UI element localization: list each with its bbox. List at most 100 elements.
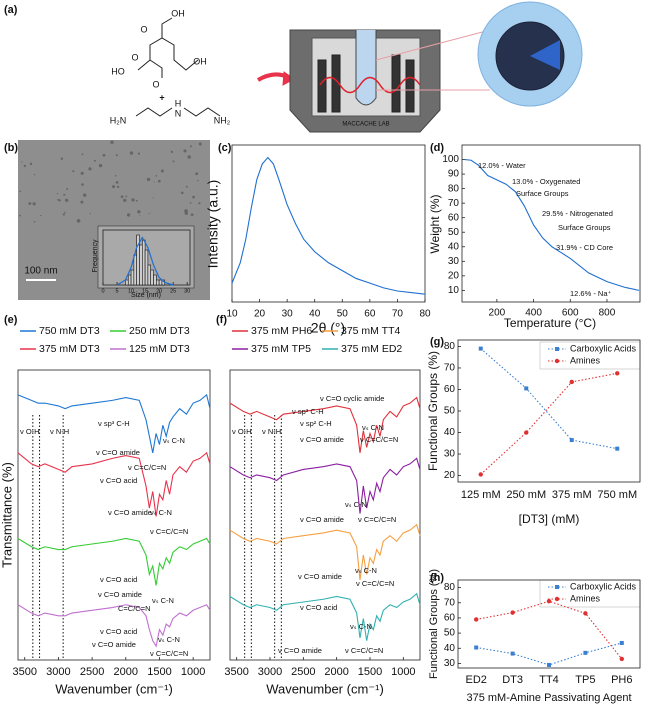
- speckle: [21, 161, 23, 163]
- speckle: [123, 198, 127, 202]
- data-line: [229, 523, 421, 580]
- speckle: [146, 177, 151, 182]
- speckle: [29, 162, 33, 166]
- histogram-bar: [125, 279, 129, 286]
- plot-frame: [229, 369, 421, 661]
- schematic-text: +: [159, 92, 164, 102]
- speckle: [110, 140, 114, 144]
- y-tick-label: 40: [448, 241, 460, 252]
- speckle: [65, 198, 69, 202]
- annotation: ν C=C/C=N: [150, 649, 188, 658]
- speckle: [88, 167, 92, 171]
- data-line: [17, 537, 211, 586]
- schematic-text: N: [175, 108, 182, 118]
- electrode: [317, 59, 327, 113]
- annotation: 12.0% - Water: [478, 161, 526, 170]
- x-tick-label: 30: [282, 309, 294, 320]
- legend-label: Amines: [570, 593, 601, 603]
- speckle: [187, 155, 191, 159]
- data-line: [229, 457, 421, 514]
- annotation: ν C=O amide: [300, 515, 344, 524]
- annotation: ν C=O amide: [98, 590, 142, 599]
- y-tick-label: 30: [448, 256, 460, 267]
- data-line: [480, 348, 618, 450]
- speckle: [195, 172, 199, 176]
- speckle: [192, 195, 195, 199]
- annotation: νₛ C-N: [355, 566, 377, 575]
- legend-label: 750 mM DT3: [39, 325, 100, 337]
- marker: [524, 386, 529, 391]
- wave: [319, 76, 421, 94]
- annotation: ν C=O acid: [300, 603, 337, 612]
- panel-label: (c): [218, 142, 232, 154]
- x-tick-label: 1000: [181, 666, 205, 678]
- annotation: C=C/C=N: [118, 604, 151, 613]
- schematic: [135, 1, 583, 133]
- histogram-bar: [127, 274, 132, 286]
- speckle: [189, 145, 192, 148]
- speckle: [125, 195, 128, 198]
- annotation: ν C=O amide: [108, 508, 152, 517]
- x-tick-label: 250 mM: [506, 489, 546, 501]
- annotation: ν sp³ C-H: [98, 419, 130, 428]
- data-line: [17, 604, 211, 648]
- annotation: νₛ C-N: [163, 436, 185, 445]
- marker: [583, 650, 588, 655]
- x-tick-label: 0: [101, 288, 104, 294]
- y-tick-label: 70: [444, 597, 456, 608]
- speckle: [197, 179, 199, 182]
- speckle: [152, 197, 154, 199]
- marker: [524, 430, 529, 435]
- schematic-text: H₂N: [110, 115, 127, 125]
- annotation: ν sp³ C-H: [292, 407, 324, 416]
- marker: [583, 611, 588, 616]
- y-tick-label: 80: [444, 582, 456, 593]
- marker: [569, 438, 574, 443]
- schematic-text: MACCACHE LAB: [342, 122, 389, 128]
- speckle: [32, 202, 36, 206]
- legend-label: Carboxylic Acids: [570, 581, 637, 591]
- annotation: Surface Groups: [516, 189, 569, 198]
- histogram-bar: [130, 269, 135, 286]
- speckle: [89, 212, 91, 215]
- annotation: ν O-H: [20, 427, 40, 436]
- speckle: [33, 220, 36, 223]
- annotation: ν N-H: [50, 427, 69, 436]
- marker: [478, 472, 483, 477]
- x-tick-label: 600: [562, 308, 579, 319]
- y-tick-label: 100: [442, 154, 459, 165]
- speckle: [76, 219, 81, 223]
- legend-label: Carboxylic Acids: [570, 343, 637, 353]
- electrode: [331, 54, 341, 113]
- histogram-bar: [141, 239, 146, 286]
- speckle: [115, 181, 119, 184]
- y-axis-label: Intensity (a.u.): [205, 180, 221, 269]
- x-tick-label: PH6: [611, 674, 632, 686]
- x-tick-label: 3500: [224, 666, 248, 678]
- speckle: [19, 190, 22, 193]
- histogram-bar: [147, 264, 152, 286]
- x-tick-label: 125 mM: [461, 489, 501, 501]
- x-tick-label: 2000: [324, 666, 348, 678]
- panel-label: (d): [430, 142, 444, 154]
- plot-frame: [461, 144, 641, 303]
- y-tick-label: 40: [444, 427, 456, 438]
- speckle: [148, 212, 150, 214]
- x-tick-label: 5: [116, 288, 119, 294]
- x-tick-label: 3500: [12, 666, 36, 678]
- speckle: [28, 202, 32, 205]
- y-axis-label: Weight (%): [428, 194, 442, 253]
- speckle: [80, 171, 84, 175]
- x-tick-label: 25: [170, 288, 176, 294]
- annotation: ν O-H: [232, 427, 252, 436]
- marker: [478, 346, 483, 351]
- annotation: 31.9% - CD Core: [556, 243, 613, 252]
- speckle: [190, 213, 194, 217]
- speckle: [137, 152, 140, 155]
- y-axis-label: Functional Groups (%): [428, 569, 440, 679]
- bond: [149, 59, 163, 78]
- y-tick-label: 20: [448, 270, 460, 281]
- tube: [355, 30, 377, 106]
